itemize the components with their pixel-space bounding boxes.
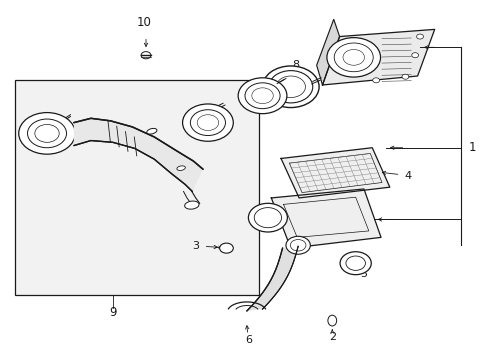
Ellipse shape xyxy=(327,315,336,326)
Circle shape xyxy=(219,243,233,253)
Circle shape xyxy=(238,78,286,114)
Circle shape xyxy=(19,113,75,154)
Text: 7: 7 xyxy=(245,81,258,91)
Text: 10: 10 xyxy=(137,17,152,30)
Polygon shape xyxy=(322,30,434,85)
Text: 5: 5 xyxy=(360,269,366,279)
Circle shape xyxy=(248,203,287,232)
Polygon shape xyxy=(74,118,203,192)
Circle shape xyxy=(285,236,310,254)
Bar xyxy=(15,80,259,295)
Polygon shape xyxy=(246,246,298,311)
Ellipse shape xyxy=(184,201,199,209)
Polygon shape xyxy=(271,189,380,248)
Circle shape xyxy=(326,38,380,77)
Circle shape xyxy=(411,53,418,58)
Text: 4: 4 xyxy=(404,171,411,181)
Circle shape xyxy=(182,104,233,141)
Ellipse shape xyxy=(177,166,185,171)
Polygon shape xyxy=(316,19,339,85)
Circle shape xyxy=(416,34,423,39)
Circle shape xyxy=(262,66,319,108)
Text: 3: 3 xyxy=(192,241,199,251)
Polygon shape xyxy=(281,148,389,198)
Text: 1: 1 xyxy=(468,141,475,154)
Ellipse shape xyxy=(146,129,157,134)
Text: 8: 8 xyxy=(291,59,299,69)
Circle shape xyxy=(141,51,151,59)
Circle shape xyxy=(372,78,379,83)
Circle shape xyxy=(401,74,408,79)
Text: 9: 9 xyxy=(109,306,116,319)
Text: 2: 2 xyxy=(328,332,335,342)
Circle shape xyxy=(339,252,370,275)
Text: 6: 6 xyxy=(244,334,251,345)
